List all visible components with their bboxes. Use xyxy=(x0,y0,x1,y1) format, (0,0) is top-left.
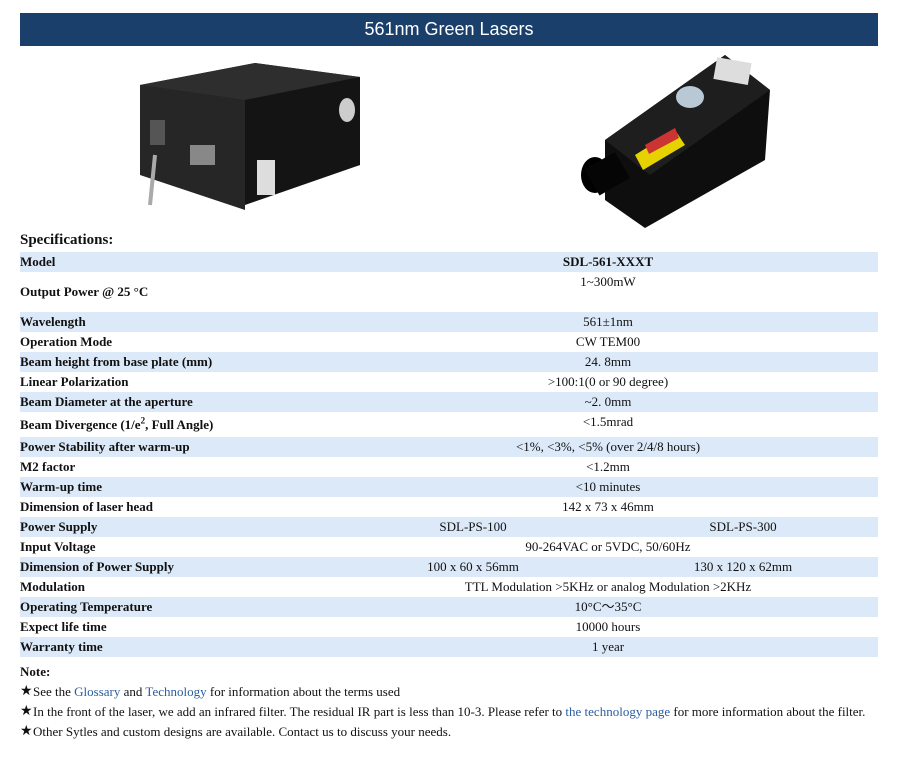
table-row: Power Stability after warm-up <1%, <3%, <… xyxy=(20,437,878,457)
table-row: Beam height from base plate (mm) 24. 8mm xyxy=(20,352,878,372)
note-item: ★ In the front of the laser, we add an i… xyxy=(20,702,880,722)
table-row: Input Voltage 90-264VAC or 5VDC, 50/60Hz xyxy=(20,537,878,557)
table-row: Dimension of laser head 142 x 73 x 46mm xyxy=(20,497,878,517)
spec-label: Operating Temperature xyxy=(20,599,153,614)
spec-value: SDL-PS-100 xyxy=(439,519,507,534)
power-supply-image xyxy=(140,63,360,210)
spec-label: Wavelength xyxy=(20,314,86,329)
table-row: Power Supply SDL-PS-100 SDL-PS-300 xyxy=(20,517,878,537)
notes-section: Note: ★ See the Glossary and Technology … xyxy=(20,662,880,742)
spec-label: Beam height from base plate (mm) xyxy=(20,354,213,369)
spec-value: 90-264VAC or 5VDC, 50/60Hz xyxy=(525,539,691,554)
spec-value: 142 x 73 x 46mm xyxy=(562,499,654,514)
note-item: ★ Other Sytles and custom designs are av… xyxy=(20,722,880,742)
spec-value: CW TEM00 xyxy=(575,334,641,349)
specifications-heading: Specifications: xyxy=(20,232,114,248)
spec-label: Operation Mode xyxy=(20,334,113,349)
table-row: Dimension of Power Supply 100 x 60 x 56mm… xyxy=(20,557,878,577)
spec-label: Output Power @ 25 °C xyxy=(20,284,149,299)
spec-label: Modulation xyxy=(20,579,86,594)
spec-value: 1 year xyxy=(591,639,625,654)
spec-value: 24. 8mm xyxy=(584,354,632,369)
spec-value: 561±1nm xyxy=(583,314,633,329)
table-row: Modulation TTL Modulation >5KHz or analog… xyxy=(20,577,878,597)
spec-label: Dimension of Power Supply xyxy=(20,559,174,574)
spec-value: TTL Modulation >5KHz or analog Modulatio… xyxy=(464,579,752,594)
note-text: Other Sytles and custom designs are avai… xyxy=(33,724,452,739)
spec-label: Expect life time xyxy=(20,619,107,634)
page-title: 561nm Green Lasers xyxy=(20,13,878,46)
spec-value: 10000 hours xyxy=(575,619,641,634)
spec-label: Input Voltage xyxy=(20,539,96,554)
spec-label: Beam Diameter at the aperture xyxy=(20,394,193,409)
table-row: M2 factor <1.2mm xyxy=(20,457,878,477)
laser-head-image xyxy=(581,55,770,228)
table-row: Linear Polarization >100:1(0 or 90 degree… xyxy=(20,372,878,392)
spec-value: <1.5mrad xyxy=(582,414,634,429)
table-row: Expect life time 10000 hours xyxy=(20,617,878,637)
glossary-link[interactable]: Glossary xyxy=(74,684,121,699)
spec-label: Dimension of laser head xyxy=(20,499,154,514)
spec-value: <1.2mm xyxy=(586,459,630,474)
spec-value: >100:1(0 or 90 degree) xyxy=(547,374,669,389)
specifications-table: Model SDL-561-XXXT Output Power @ 25 °C 1~3… xyxy=(20,252,878,657)
note-text: In the front of the laser, we add an inf… xyxy=(33,704,866,719)
notes-title: Note: xyxy=(20,664,51,679)
spec-label: Power Stability after warm-up xyxy=(20,439,190,454)
star-icon: ★ xyxy=(20,724,33,739)
spec-value: 100 x 60 x 56mm xyxy=(427,559,519,574)
technology-page-link[interactable]: the technology page xyxy=(565,704,671,719)
technology-link[interactable]: Technology xyxy=(145,684,207,699)
spec-value: SDL-PS-300 xyxy=(709,519,777,534)
table-row: Operating Temperature 10°C～35°C xyxy=(20,597,878,617)
table-row: Warranty time 1 year xyxy=(20,637,878,657)
spec-value: ~2. 0mm xyxy=(584,394,632,409)
spec-value: SDL-561-XXXT xyxy=(562,254,654,269)
spec-label: Power Supply xyxy=(20,519,98,534)
spec-value: 10°C～35°C xyxy=(574,599,642,614)
spec-value: <1%, <3%, <5% (over 2/4/8 hours) xyxy=(515,439,701,454)
spec-label: Warm-up time xyxy=(20,479,102,494)
table-row: Model SDL-561-XXXT xyxy=(20,252,878,272)
table-row: Wavelength 561±1nm xyxy=(20,312,878,332)
spec-label: Warranty time xyxy=(20,639,103,654)
table-row: Beam Diameter at the aperture ~2. 0mm xyxy=(20,392,878,412)
note-text: See the Glossary and Technology for info… xyxy=(33,684,401,699)
spec-value: <10 minutes xyxy=(575,479,641,494)
star-icon: ★ xyxy=(20,684,33,699)
spec-label: Model xyxy=(20,254,56,269)
spec-value: 1~300mW xyxy=(580,274,636,289)
spec-label: Linear Polarization xyxy=(20,374,129,389)
note-item: ★ See the Glossary and Technology for in… xyxy=(20,682,880,702)
table-row: Warm-up time <10 minutes xyxy=(20,477,878,497)
table-row: Output Power @ 25 °C 1~300mW xyxy=(20,272,878,312)
table-row: Beam Divergence (1/e2, Full Angle) <1.5mr… xyxy=(20,412,878,437)
star-icon: ★ xyxy=(20,704,33,719)
spec-label: M2 factor xyxy=(20,459,76,474)
table-row: Operation Mode CW TEM00 xyxy=(20,332,878,352)
spec-label: Beam Divergence (1/e2, Full Angle) xyxy=(20,415,214,432)
spec-value: 130 x 120 x 62mm xyxy=(693,559,793,574)
